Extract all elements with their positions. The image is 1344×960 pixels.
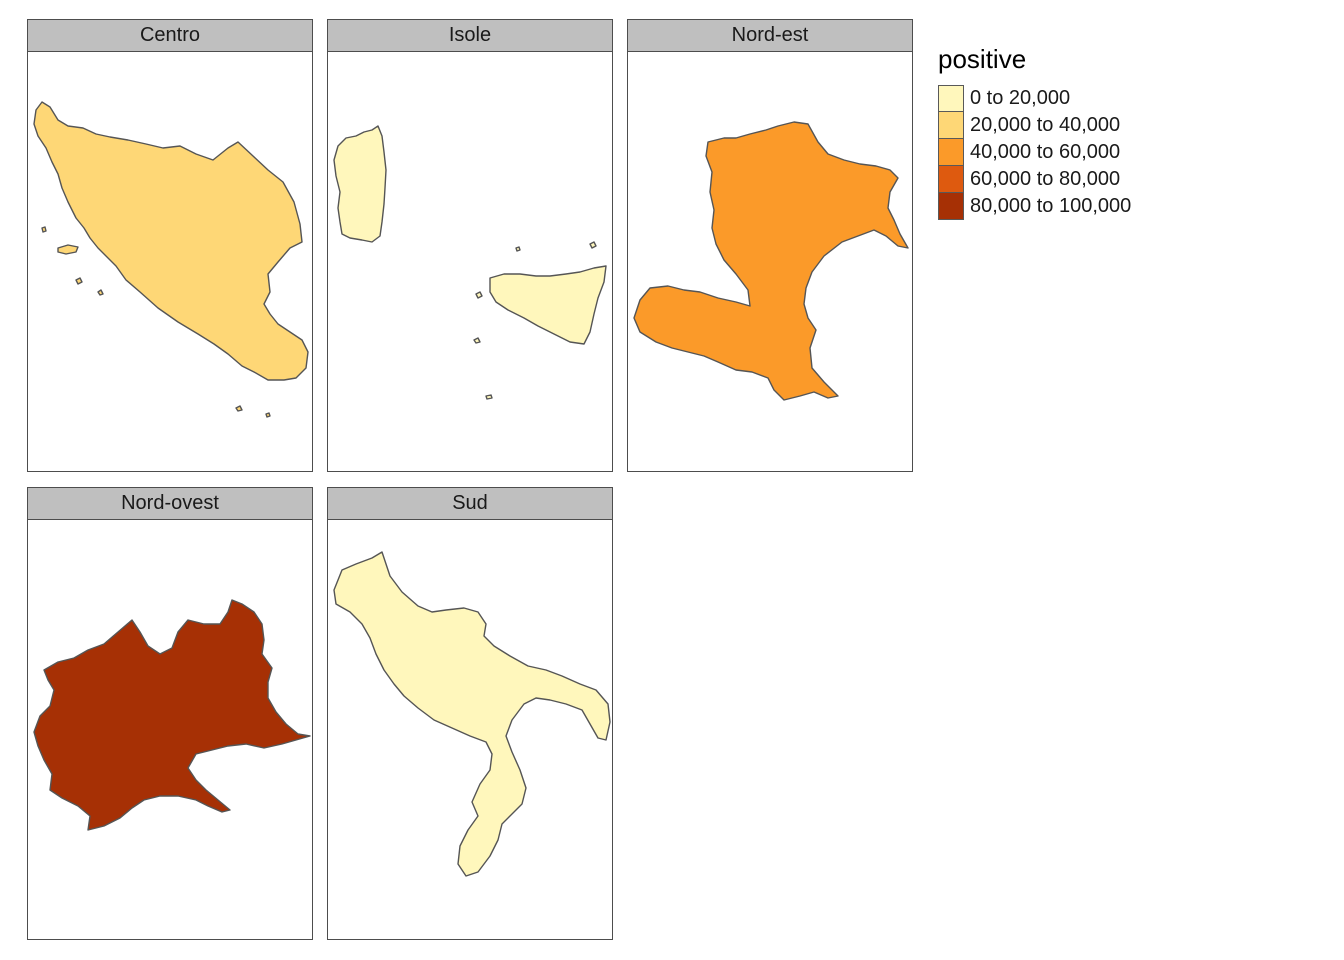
legend-label: 0 to 20,000 <box>970 87 1071 109</box>
legend-label: 60,000 to 80,000 <box>970 168 1121 190</box>
island-ponza <box>235 405 243 412</box>
map-frame-isole <box>327 52 613 472</box>
legend-title: positive <box>938 44 1027 74</box>
facet-title: Nord-est <box>731 24 809 46</box>
island-ustica <box>515 246 521 252</box>
island-egadi <box>475 291 483 299</box>
region-nord-ovest <box>33 599 311 831</box>
map-frame-nord-est <box>627 52 913 472</box>
legend-label: 40,000 to 60,000 <box>970 141 1121 163</box>
facet-strip-isole: Isole <box>327 19 613 52</box>
region-centro <box>33 101 309 381</box>
island-capraia <box>41 226 47 233</box>
facet-strip-sud: Sud <box>327 487 613 520</box>
legend-swatch <box>938 193 964 220</box>
legend-swatch <box>938 85 964 112</box>
island-elba <box>57 244 79 255</box>
legend-swatch <box>938 139 964 166</box>
legend-item: 80,000 to 100,000 <box>938 193 1131 220</box>
legend-swatch <box>938 112 964 139</box>
legend-item: 0 to 20,000 <box>938 85 1131 112</box>
legend-item: 60,000 to 80,000 <box>938 166 1131 193</box>
facet-strip-centro: Centro <box>27 19 313 52</box>
region-sardegna <box>333 125 387 243</box>
facet-title: Centro <box>139 24 201 46</box>
facet-title: Nord-ovest <box>121 492 219 514</box>
island-ventotene <box>265 412 271 418</box>
map-frame-nord-ovest <box>27 520 313 940</box>
island-lampedusa <box>485 394 493 400</box>
facet-strip-nord-est: Nord-est <box>627 19 913 52</box>
island-pantelleria <box>473 337 481 344</box>
legend-label: 80,000 to 100,000 <box>970 195 1132 217</box>
facet-strip-nord-ovest: Nord-ovest <box>27 487 313 520</box>
legend-swatch <box>938 166 964 193</box>
island-giglio <box>75 277 83 285</box>
region-sicilia <box>489 265 607 345</box>
legend-item: 20,000 to 40,000 <box>938 112 1131 139</box>
legend-label: 20,000 to 40,000 <box>970 114 1121 136</box>
map-frame-sud <box>327 520 613 940</box>
map-frame-centro <box>27 52 313 472</box>
island-eolie <box>589 241 597 249</box>
island-montecristo <box>97 289 104 296</box>
region-nord-est <box>633 121 909 401</box>
legend-item: 40,000 to 60,000 <box>938 139 1131 166</box>
facet-title: Sud <box>452 492 488 514</box>
legend-items: 0 to 20,000 20,000 to 40,000 40,000 to 6… <box>938 85 1131 220</box>
facet-title: Isole <box>448 24 492 46</box>
map-legend: positive 0 to 20,000 20,000 to 40,000 40… <box>938 44 1131 220</box>
region-sud <box>333 551 611 877</box>
